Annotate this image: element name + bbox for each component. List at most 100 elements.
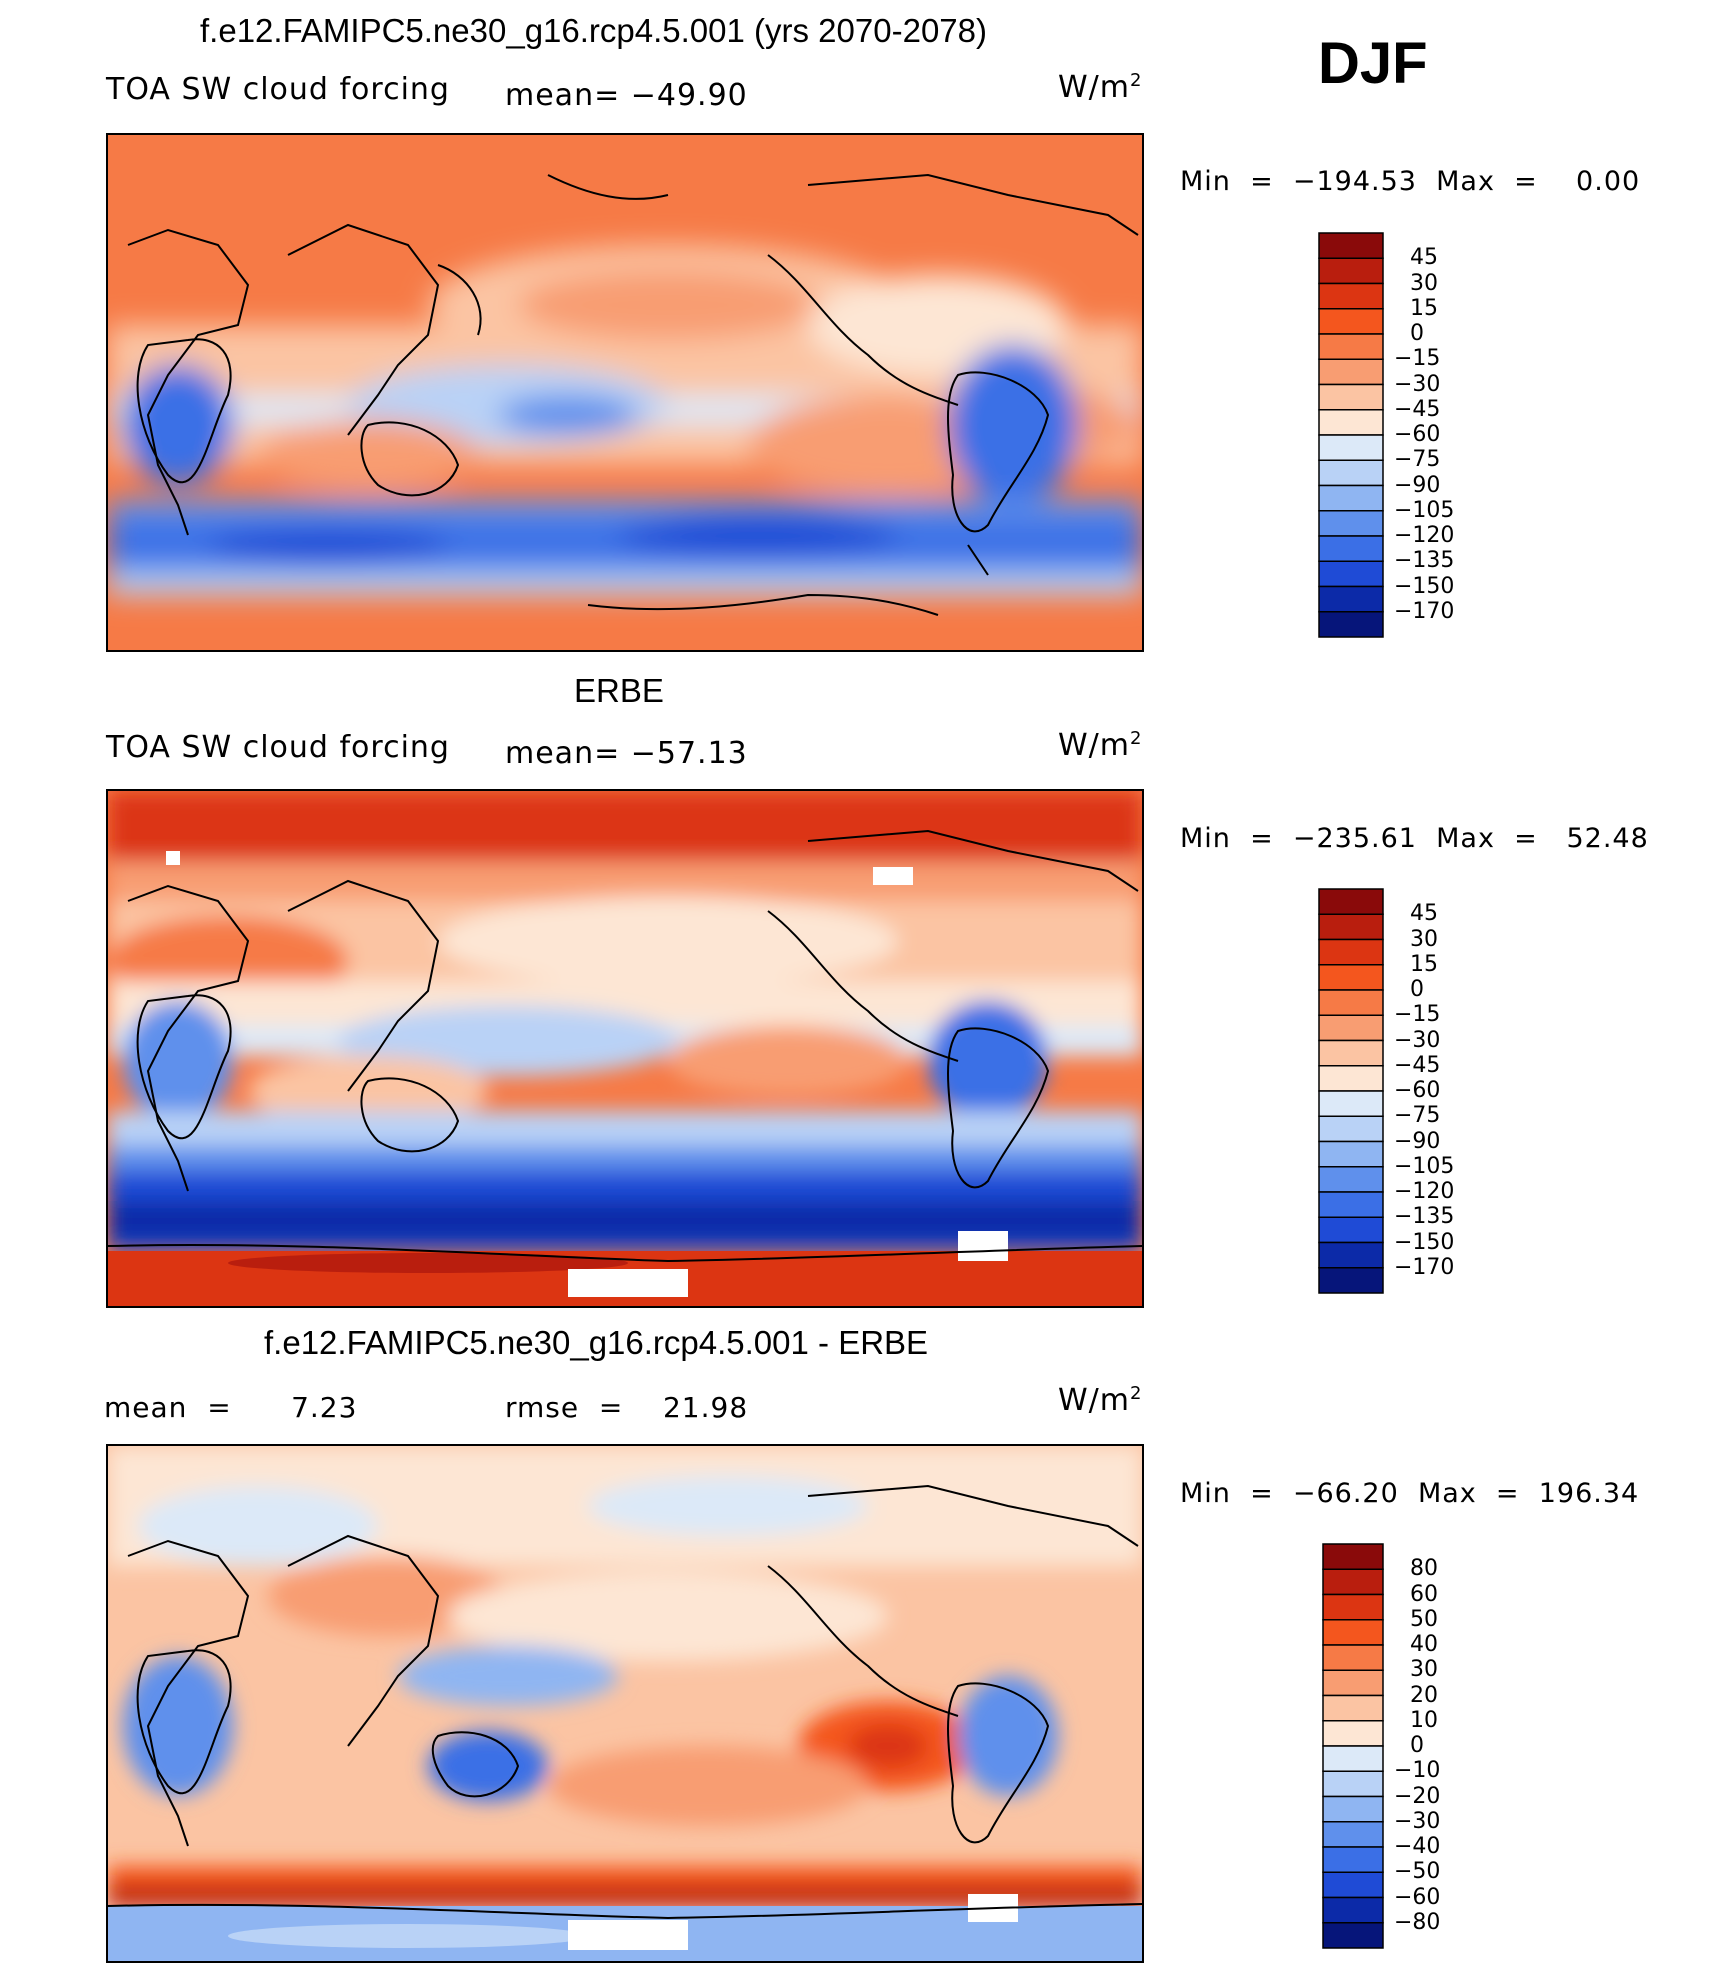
colorbar-swatch [1318,611,1384,638]
colorbar-tick-label: −50 [1394,1859,1441,1885]
colorbar-tick-label: −120 [1394,1179,1455,1204]
colorbar-tick-label: −75 [1394,447,1441,473]
colorbar-swatch [1318,409,1384,436]
colorbar-swatch [1318,510,1384,537]
colorbar-tick-label: −10 [1394,1758,1441,1784]
colorbar-swatch [1318,964,1384,991]
colorbar-swatch [1322,1922,1384,1949]
colorbar-swatch [1318,282,1384,310]
colorbar-tick-label: −120 [1394,523,1455,548]
colorbar-swatch [1322,1644,1384,1671]
colorbar-tick-label: −45 [1394,396,1441,422]
colorbar-tick-label: −170 [1394,598,1455,624]
panel2-units-text: W/m [1058,728,1130,763]
colorbar-tick-label: −45 [1394,1052,1441,1078]
colorbar-swatch [1318,333,1384,360]
panel3-title: f.e12.FAMIPC5.ne30_g16.rcp4.5.001 - ERBE [264,1324,929,1361]
colorbar-tick-label: −80 [1394,1909,1441,1935]
colorbar-tick-label: −60 [1394,1078,1441,1103]
panel3-minmax: Min = −66.20 Max = 196.34 [1180,1478,1640,1509]
colorbar-tick-label: −30 [1394,1027,1441,1053]
colorbar-swatch [1318,888,1384,915]
panel2-minmax: Min = −235.61 Max = 52.48 [1180,823,1649,854]
colorbar-swatch [1318,913,1384,941]
colorbar-swatch [1318,1115,1384,1143]
colorbar-swatch [1318,585,1384,613]
colorbar-tick-label: 60 [1410,1581,1438,1607]
panel2-colorbar-svg [1318,888,1384,1294]
colorbar-swatch [1322,1543,1384,1570]
colorbar-tick-label: 45 [1410,901,1438,927]
panel2-map-svg [108,791,1142,1306]
colorbar-tick-label: −105 [1394,497,1455,523]
colorbar-swatch [1318,358,1384,386]
panel1-title: f.e12.FAMIPC5.ne30_g16.rcp4.5.001 (yrs 2… [200,12,987,49]
colorbar-swatch [1322,1871,1384,1899]
colorbar-tick-label: 80 [1410,1556,1438,1582]
colorbar-tick-label: −15 [1394,1002,1441,1028]
colorbar-swatch [1318,484,1384,512]
colorbar-swatch [1322,1568,1384,1596]
colorbar-swatch [1318,1216,1384,1244]
colorbar-tick-label: −105 [1394,1153,1455,1179]
colorbar-swatch [1318,232,1384,259]
colorbar-swatch [1318,1241,1384,1269]
colorbar-tick-label: 20 [1410,1682,1438,1708]
colorbar-tick-label: −90 [1394,1128,1441,1154]
colorbar-tick-label: −150 [1394,1229,1455,1255]
colorbar-tick-label: 30 [1410,1657,1438,1683]
panel2-units: W/m2 [1058,728,1142,763]
colorbar-swatch [1318,383,1384,411]
colorbar-tick-label: −30 [1394,1808,1441,1834]
colorbar-swatch [1318,459,1384,487]
panel1-colorbar [1318,232,1384,645]
colorbar-tick-label: 0 [1410,977,1424,1002]
panel3-map-svg [108,1446,1142,1961]
colorbar-tick-label: −90 [1394,472,1441,498]
panel3-colorbar-svg [1322,1543,1384,1949]
colorbar-swatch [1318,308,1384,335]
colorbar-tick-label: −135 [1394,1204,1455,1230]
colorbar-tick-label: −40 [1394,1834,1441,1859]
panel3-mean: mean = 7.23 [104,1391,358,1424]
panel2-units-exp: 2 [1130,728,1143,749]
colorbar-swatch [1318,434,1384,461]
colorbar-swatch [1322,1821,1384,1848]
colorbar-tick-label: 15 [1410,951,1438,977]
colorbar-swatch [1322,1846,1384,1873]
panel1-colorbar-svg [1318,232,1384,638]
colorbar-tick-label: 10 [1410,1707,1438,1733]
colorbar-swatch [1322,1745,1384,1772]
colorbar-swatch [1318,1166,1384,1193]
panel2-title: ERBE [574,672,664,709]
colorbar-swatch [1322,1720,1384,1747]
colorbar-swatch [1318,560,1384,588]
colorbar-tick-label: 0 [1410,1733,1424,1758]
colorbar-tick-label: 50 [1410,1606,1438,1632]
panel1-mean: mean= −49.90 [505,78,748,113]
colorbar-tick-label: −15 [1394,346,1441,372]
colorbar-swatch [1318,1065,1384,1092]
panel2-map [106,789,1144,1308]
colorbar-tick-label: −150 [1394,573,1455,599]
colorbar-swatch [1318,257,1384,285]
panel3-rmse: rmse = 21.98 [505,1391,749,1424]
colorbar-tick-label: −20 [1394,1783,1441,1809]
panel1-map [106,133,1144,652]
panel3-colorbar [1322,1543,1384,1956]
colorbar-swatch [1322,1694,1384,1722]
colorbar-swatch [1322,1593,1384,1621]
colorbar-swatch [1318,1039,1384,1067]
panel3-units: W/m2 [1058,1383,1142,1418]
panel3-units-text: W/m [1058,1383,1130,1418]
colorbar-swatch [1322,1795,1384,1823]
colorbar-swatch [1318,938,1384,966]
colorbar-tick-label: 0 [1410,321,1424,346]
panel1-units-exp: 2 [1130,70,1143,91]
colorbar-swatch [1322,1619,1384,1646]
colorbar-swatch [1318,1140,1384,1168]
panel2-variable-label: TOA SW cloud forcing [106,730,450,765]
colorbar-tick-label: −135 [1394,548,1455,574]
colorbar-swatch [1318,1014,1384,1042]
panel1-units: W/m2 [1058,70,1142,105]
